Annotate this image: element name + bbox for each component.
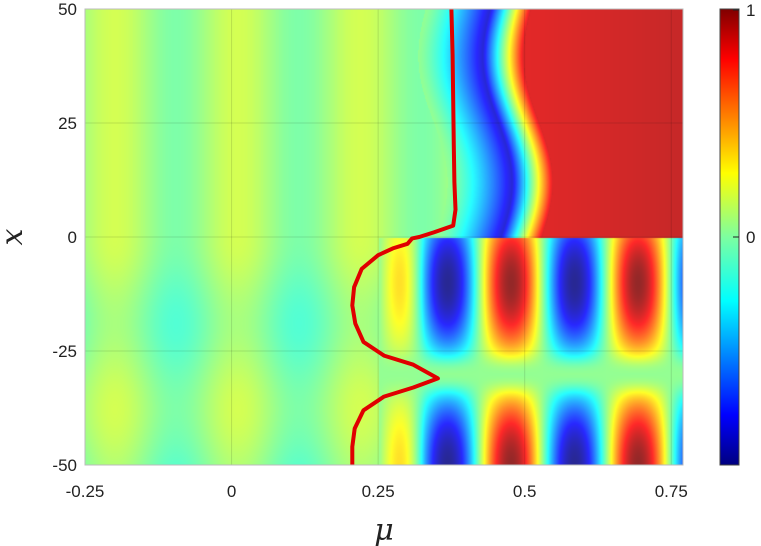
y-axis-ticks: 50 25 0 -25 -50 (52, 0, 77, 475)
colorbar-tick-label: 1 (746, 1, 755, 20)
plot-area (84, 8, 684, 466)
colorbar-tick-label: 0 (746, 228, 755, 247)
y-tick-label: 0 (68, 228, 77, 247)
y-tick-label: 25 (58, 114, 77, 133)
x-tick-label: 0 (227, 482, 236, 501)
x-axis-label: μ (374, 513, 394, 546)
x-tick-label: -0.25 (66, 482, 105, 501)
y-axis-label: x (0, 228, 30, 245)
plot-frame (84, 8, 684, 466)
x-tick-label: 0.25 (362, 482, 395, 501)
grid-lines (85, 9, 683, 465)
y-tick-label: -50 (52, 456, 77, 475)
y-tick-label: 50 (58, 0, 77, 19)
heatmap-image (85, 9, 683, 465)
y-tick-label: -25 (52, 342, 77, 361)
x-axis-ticks: -0.25 0 0.25 0.5 0.75 (66, 482, 688, 501)
x-tick-label: 0.5 (513, 482, 537, 501)
colorbar-ticks: 10 (733, 1, 755, 247)
contour-line (350, 9, 458, 465)
x-tick-label: 0.75 (655, 482, 688, 501)
colorbar: 10 (719, 1, 755, 466)
